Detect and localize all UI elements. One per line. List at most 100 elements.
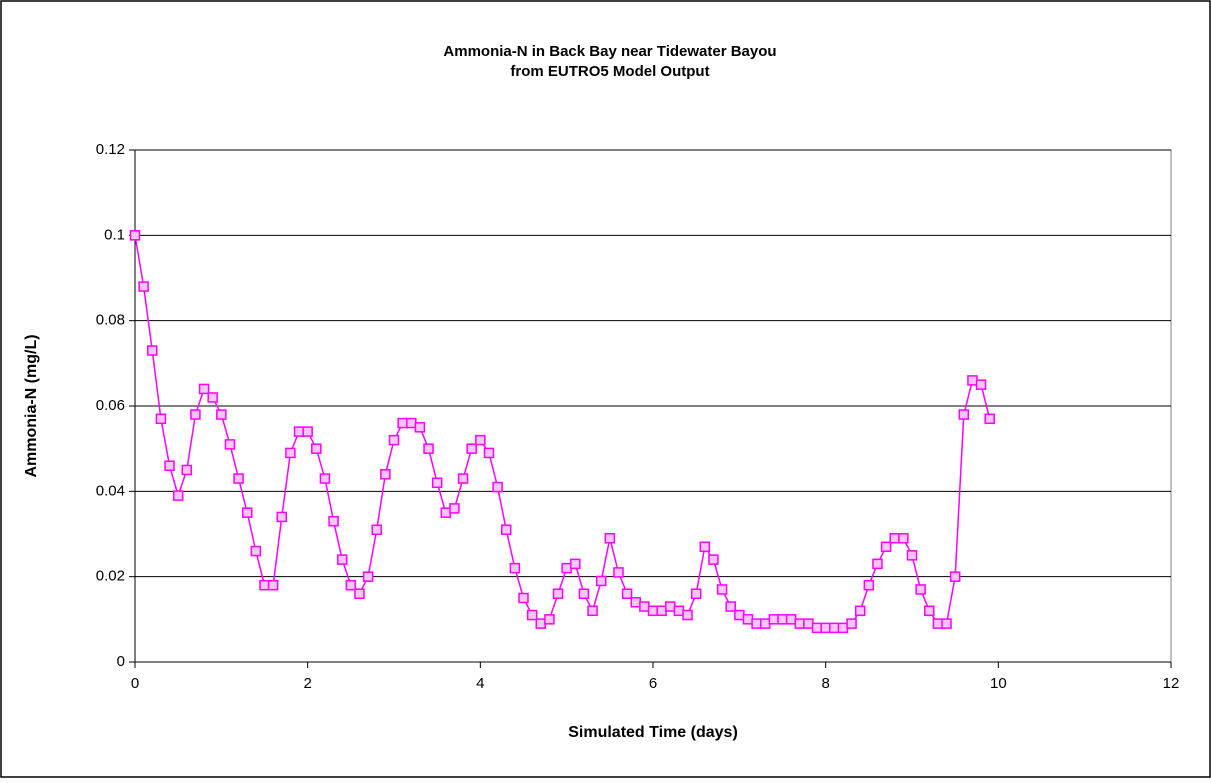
data-point <box>250 545 262 557</box>
data-point <box>924 605 935 617</box>
data-point <box>475 434 486 446</box>
data-point <box>941 618 952 629</box>
data-point <box>164 460 175 471</box>
data-point <box>371 524 382 535</box>
data-point <box>147 345 158 356</box>
data-point <box>768 614 780 625</box>
data-point <box>328 515 339 527</box>
data-point <box>311 443 322 454</box>
data-point <box>734 609 745 621</box>
data-point <box>466 443 477 454</box>
data-point <box>500 524 512 535</box>
data-point <box>216 409 227 420</box>
data-point <box>794 618 806 629</box>
data-point <box>431 477 443 489</box>
x-tick-label: 6 <box>649 675 657 692</box>
data-point <box>492 481 503 493</box>
data-point <box>414 422 426 433</box>
data-point <box>380 469 391 480</box>
data-point <box>595 575 607 587</box>
data-point <box>785 614 797 625</box>
data-point <box>759 618 771 629</box>
data-point <box>302 426 313 437</box>
data-point <box>690 588 702 599</box>
chart-subtitle: from EUTRO5 Model Output <box>510 63 709 80</box>
data-point <box>544 614 555 625</box>
data-point <box>354 588 365 599</box>
data-point <box>803 618 814 629</box>
data-point <box>207 392 218 403</box>
y-tick-label: 0.08 <box>96 312 125 329</box>
chart-title: Ammonia-N in Back Bay near Tidewater Bay… <box>443 43 776 60</box>
data-point <box>975 379 987 390</box>
data-point <box>949 571 961 582</box>
data-point <box>682 609 693 621</box>
data-point <box>457 473 469 484</box>
data-point <box>362 571 374 582</box>
data-point <box>863 579 875 591</box>
data-point <box>647 605 659 617</box>
data-point <box>198 383 210 395</box>
data-point <box>846 618 857 629</box>
data-point <box>423 443 434 454</box>
data-point <box>604 533 616 544</box>
x-tick-label: 12 <box>1163 675 1180 692</box>
data-point <box>172 490 184 501</box>
data-point <box>630 597 641 608</box>
data-point <box>613 567 624 578</box>
data-point <box>397 417 408 429</box>
data-point <box>293 426 305 437</box>
data-point <box>889 533 900 544</box>
data-point <box>639 601 650 612</box>
data-point <box>190 409 201 420</box>
data-point <box>958 409 970 420</box>
data-point <box>932 618 944 629</box>
data-point <box>898 533 909 544</box>
x-tick-label: 4 <box>476 675 484 692</box>
data-point <box>259 579 270 591</box>
data-point <box>518 592 529 604</box>
x-tick-label: 0 <box>131 675 139 692</box>
data-point <box>656 605 667 617</box>
data-point <box>224 439 236 450</box>
data-point <box>829 622 840 634</box>
x-axis-title: Simulated Time (days) <box>568 724 738 741</box>
data-point <box>319 473 331 484</box>
data-point <box>155 413 167 425</box>
data-point <box>483 447 495 459</box>
data-point <box>708 554 719 565</box>
data-point <box>742 614 754 625</box>
data-point <box>665 601 676 612</box>
data-point <box>967 375 978 386</box>
data-point <box>406 417 417 429</box>
data-point <box>336 554 348 565</box>
data-point <box>267 579 279 591</box>
y-tick-label: 0.1 <box>104 226 125 243</box>
y-tick-label: 0.04 <box>96 482 125 499</box>
data-point <box>388 434 400 446</box>
data-point <box>535 618 547 629</box>
data-point <box>716 584 728 595</box>
data-point <box>276 511 288 523</box>
data-point <box>915 584 926 595</box>
data-point <box>181 464 193 476</box>
data-point <box>129 230 141 241</box>
data-point <box>233 473 244 484</box>
data-point <box>906 550 918 561</box>
x-tick-label: 8 <box>821 675 829 692</box>
data-point <box>526 609 538 621</box>
y-tick-label: 0.02 <box>96 568 125 585</box>
data-point <box>725 601 736 612</box>
y-tick-label: 0.06 <box>96 397 125 414</box>
data-point <box>561 562 572 574</box>
data-point <box>440 507 452 518</box>
data-point <box>345 579 357 591</box>
x-tick-label: 2 <box>303 675 311 692</box>
data-point <box>509 562 521 574</box>
data-point <box>578 588 590 599</box>
data-point <box>699 541 711 553</box>
data-point <box>241 507 253 518</box>
data-point <box>552 588 564 599</box>
data-point <box>820 622 831 634</box>
data-point <box>984 413 995 425</box>
